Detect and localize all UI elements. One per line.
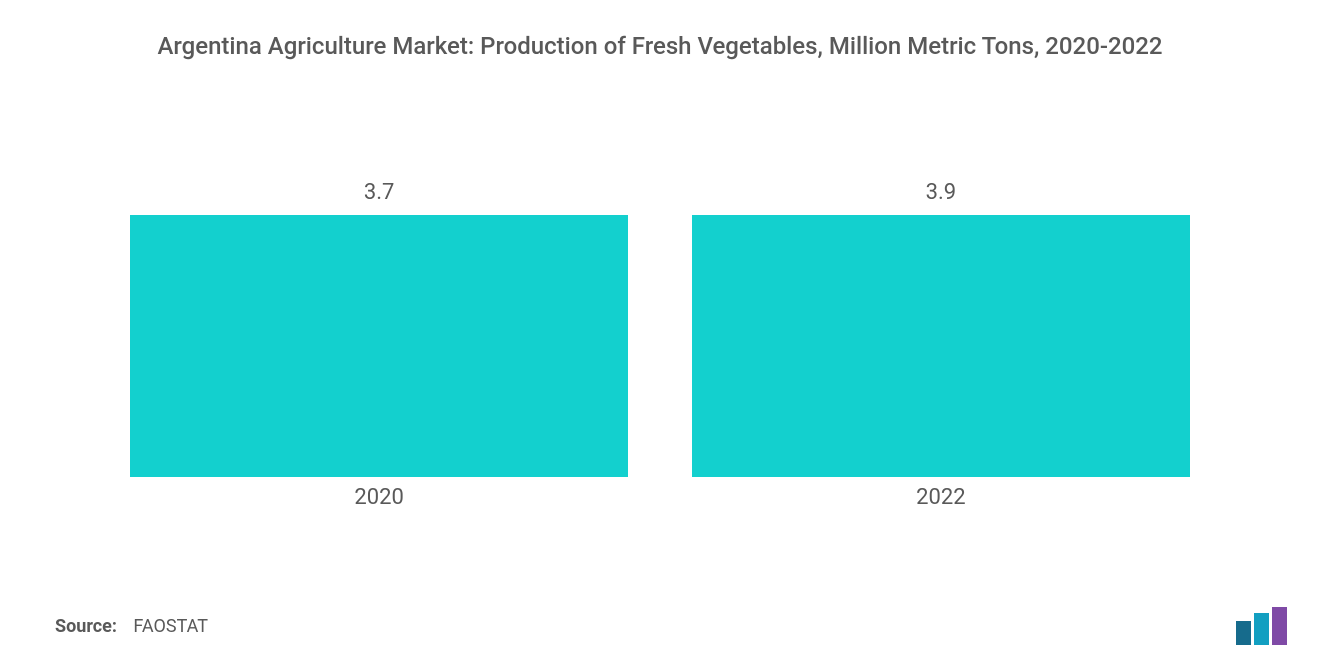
source-value: FAOSTAT	[133, 616, 208, 637]
bar-chart: 3.7 2020 3.9 2022	[130, 180, 1190, 540]
bar-rect	[692, 215, 1190, 477]
bar-slot: 3.9 2022	[692, 180, 1190, 510]
bar-value-label: 3.7	[364, 180, 395, 205]
bar-category-label: 2020	[354, 485, 403, 510]
bar-rect	[130, 215, 628, 477]
source-line: Source: FAOSTAT	[55, 616, 208, 637]
bar-category-label: 2022	[916, 485, 965, 510]
brand-logo	[1236, 607, 1292, 645]
bars-row: 3.7 2020 3.9 2022	[130, 180, 1190, 510]
bar-slot: 3.7 2020	[130, 180, 628, 510]
chart-title-wrap: Argentina Agriculture Market: Production…	[0, 30, 1320, 62]
source-label: Source:	[55, 616, 117, 637]
chart-title: Argentina Agriculture Market: Production…	[120, 30, 1200, 62]
bar-value-label: 3.9	[926, 180, 957, 205]
